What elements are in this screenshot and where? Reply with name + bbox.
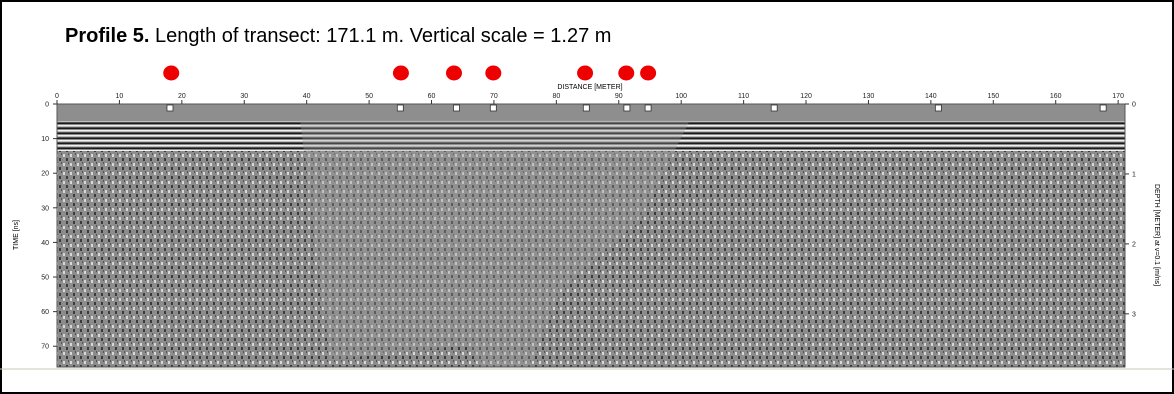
red-dot (163, 65, 180, 81)
y2-tick-label: 2 (1132, 241, 1136, 248)
x-tick-label: 130 (863, 93, 875, 100)
marker-square (623, 104, 631, 112)
x-tick-label: 140 (925, 93, 937, 100)
plot-frame (56, 103, 1126, 368)
y2-tick-label: 1 (1132, 171, 1136, 178)
marker-square (489, 104, 497, 112)
y-tick-label: 40 (41, 240, 49, 247)
y2-axis-title: DEPTH [METER] at v=0.1 [m/ns] (1153, 184, 1160, 286)
red-dot (485, 65, 502, 81)
title-bold: Profile 5. (65, 25, 149, 47)
y2-tick-label: 3 (1132, 311, 1136, 318)
x-tick-label: 10 (116, 93, 124, 100)
y2-tick-label: 0 (1132, 102, 1136, 109)
red-dot (392, 65, 409, 81)
x-tick-label: 60 (428, 93, 436, 100)
x-tick-label: 30 (240, 93, 248, 100)
radargram-image (57, 104, 1125, 367)
x-tick-label: 160 (1050, 93, 1062, 100)
y-tick-label: 30 (41, 205, 49, 212)
x-tick-label: 70 (490, 93, 498, 100)
marker-square (166, 104, 174, 112)
marker-square (453, 104, 460, 112)
x-tick-label: 150 (987, 93, 999, 100)
x-axis-title: DISTANCE [METER] (557, 84, 622, 91)
x-tick-label: 120 (800, 93, 812, 100)
y-tick-label: 10 (41, 136, 49, 143)
marker-square (770, 104, 778, 112)
x-tick-label: 170 (1112, 93, 1124, 100)
figure-title: Profile 5. Length of transect: 171.1 m. … (65, 25, 611, 47)
x-tick-label: 110 (738, 93, 749, 100)
marker-square (1099, 104, 1107, 112)
x-tick-label: 50 (365, 93, 373, 100)
red-dot (640, 65, 657, 81)
red-dot (445, 65, 462, 81)
marker-square (396, 104, 404, 112)
y-tick-label: 20 (41, 171, 49, 178)
x-tick-label: 40 (303, 93, 311, 100)
y-tick-label: 50 (41, 275, 49, 282)
marker-square (934, 104, 942, 112)
x-tick-label: 20 (178, 93, 186, 100)
title-rest: Length of transect: 171.1 m. Vertical sc… (155, 25, 611, 47)
x-tick-label: 90 (615, 93, 623, 100)
y-tick-label: 70 (41, 344, 49, 351)
y-tick-label: 60 (41, 309, 49, 316)
x-tick-label: 100 (675, 93, 687, 100)
y-axis-title: TIME [ns] (13, 220, 20, 250)
marker-square (644, 104, 652, 112)
red-dot (577, 65, 594, 81)
red-dot (618, 65, 635, 81)
marker-square (582, 104, 590, 112)
x-tick-label: 80 (552, 93, 560, 100)
x-tick-label: 0 (55, 93, 59, 100)
y-tick-label: 0 (45, 102, 49, 109)
